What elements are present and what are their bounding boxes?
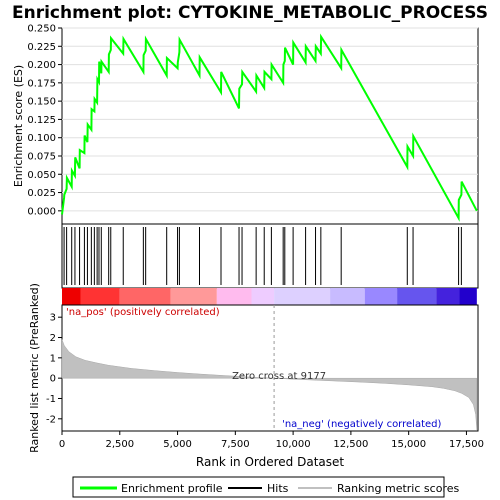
top-y-tick-label: 0.225	[27, 42, 56, 53]
color-bar-segment	[330, 288, 365, 305]
x-axis: 0 2,500 5,000 7,500 10,000 12,500 15,000 17,500	[59, 431, 484, 450]
legend-metric-label: Ranking metric scores	[337, 482, 459, 495]
top-panel-ylabel: Enrichment score (ES)	[12, 65, 25, 187]
color-bar-segment	[171, 288, 217, 305]
x-tick-label: 15,000	[391, 439, 426, 450]
top-panel-y-axis: 0.000 0.025 0.050 0.075 0.100 0.125 0.150 0.175…	[27, 24, 62, 218]
positive-correlation-label: 'na_pos' (positively correlated)	[66, 307, 220, 318]
bottom-y-tick-label: -2	[46, 414, 56, 425]
x-tick-label: 10,000	[276, 439, 311, 450]
top-y-tick-label: 0.075	[27, 151, 56, 162]
bottom-y-tick-label: 2	[50, 333, 56, 344]
top-y-tick-label: 0.050	[27, 170, 56, 181]
top-y-tick-label: 0.200	[27, 60, 56, 71]
x-tick-label: 5,000	[163, 439, 192, 450]
top-y-tick-label: 0.025	[27, 188, 56, 199]
color-bar-segment	[62, 288, 80, 305]
x-tick-label: 2,500	[105, 439, 134, 450]
bottom-panel-y-axis: -2 -1 0 1 2 3	[46, 313, 62, 426]
chart-title: Enrichment plot: CYTOKINE_METABOLIC_PROC…	[12, 3, 488, 23]
ranking-color-bar	[62, 288, 477, 305]
legend-hits-label: Hits	[267, 482, 289, 495]
top-panel-frame	[62, 28, 478, 224]
color-bar-segment	[80, 288, 119, 305]
legend: Enrichment profile Hits Ranking metric s…	[73, 477, 459, 497]
top-y-tick-label: 0.000	[27, 206, 56, 217]
legend-enrichment-label: Enrichment profile	[121, 482, 223, 495]
color-bar-segment	[365, 288, 397, 305]
color-bar-segment	[436, 288, 459, 305]
color-bar-segment	[460, 288, 477, 305]
zero-cross-label: Zero cross at 9177	[232, 371, 326, 382]
bottom-y-tick-label: -1	[46, 394, 56, 405]
hits-panel-frame	[62, 224, 478, 288]
top-y-tick-label: 0.100	[27, 133, 56, 144]
bottom-y-tick-label: 3	[50, 313, 56, 324]
color-bar-segment	[252, 288, 275, 305]
x-tick-label: 7,500	[221, 439, 250, 450]
x-tick-label: 17,500	[449, 439, 484, 450]
color-bar-segment	[120, 288, 171, 305]
x-axis-label: Rank in Ordered Dataset	[196, 455, 344, 469]
top-y-tick-label: 0.125	[27, 115, 56, 126]
top-y-tick-label: 0.175	[27, 78, 56, 89]
x-tick-label: 12,500	[333, 439, 368, 450]
negative-correlation-label: 'na_neg' (negatively correlated)	[282, 419, 441, 430]
bottom-y-tick-label: 0	[50, 374, 56, 385]
top-y-tick-label: 0.150	[27, 97, 56, 108]
bottom-y-tick-label: 1	[50, 353, 56, 364]
color-bar-segment	[397, 288, 436, 305]
x-tick-label: 0	[59, 439, 65, 450]
color-bar-segment	[274, 288, 330, 305]
bottom-panel-ylabel: Ranked list metric (PreRanked)	[28, 283, 41, 453]
top-y-tick-label: 0.250	[27, 24, 56, 35]
color-bar-segment	[217, 288, 252, 305]
